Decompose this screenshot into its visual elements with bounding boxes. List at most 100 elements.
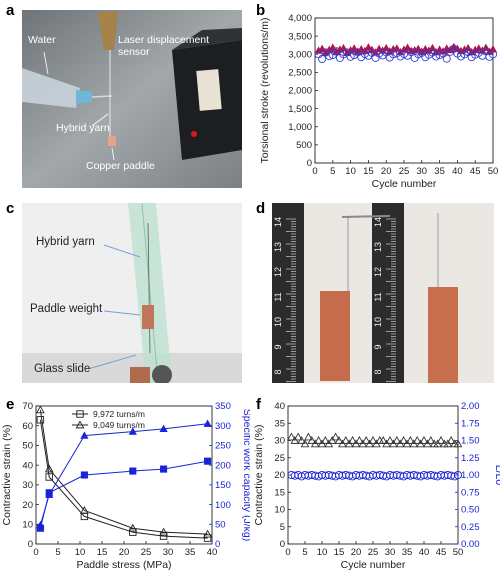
ruler-label: 12 xyxy=(373,267,383,277)
data-point xyxy=(300,439,310,448)
data-point xyxy=(331,432,340,441)
data-point xyxy=(453,439,463,448)
y-tick-label: 2,500 xyxy=(288,68,312,79)
clamp xyxy=(98,12,118,50)
x-tick-label: 5 xyxy=(55,547,60,558)
y-tick-label: 70 xyxy=(22,401,33,412)
y-tick-label: 0 xyxy=(280,539,285,550)
x-tick-label: 40 xyxy=(452,166,463,177)
x-tick-label: 35 xyxy=(402,547,413,558)
y-tick-label: 25 xyxy=(274,453,285,464)
data-point xyxy=(392,435,402,444)
ruler-label: 12 xyxy=(273,267,283,277)
data-point xyxy=(446,435,456,444)
series-1 xyxy=(287,470,463,481)
data-point xyxy=(325,52,334,61)
y2-tick-label: 0.25 xyxy=(461,522,480,533)
ruler-label: 9 xyxy=(273,344,283,349)
data-point xyxy=(435,50,444,60)
data-point xyxy=(204,457,212,465)
data-point xyxy=(488,44,498,53)
y2-tick-label: 0 xyxy=(215,539,220,550)
data-point xyxy=(361,435,371,444)
data-point xyxy=(364,43,373,51)
data-point xyxy=(399,435,408,444)
data-point xyxy=(129,528,137,536)
panel-letter-e: e xyxy=(6,396,15,413)
y2-tick-label: 1.75 xyxy=(461,418,480,429)
data-point xyxy=(426,435,436,444)
x-tick-label: 35 xyxy=(434,166,445,177)
data-point xyxy=(406,435,415,444)
label-hybrid-yarn-c: Hybrid yarn xyxy=(36,236,95,248)
data-point xyxy=(203,529,212,538)
y-tick-label: 30 xyxy=(274,436,285,447)
data-point xyxy=(80,471,88,479)
x-tick-label: 30 xyxy=(417,166,428,177)
data-point xyxy=(368,435,378,444)
data-point xyxy=(45,473,53,481)
y-tick-label: 35 xyxy=(274,418,285,429)
ruler-label: 10 xyxy=(273,317,283,327)
label-paddle-weight: Paddle weight xyxy=(30,303,103,315)
y2-tick-label: 250 xyxy=(215,441,231,452)
x-tick-label: 35 xyxy=(185,547,196,558)
data-point xyxy=(463,43,473,52)
data-point xyxy=(45,490,54,498)
x-tick-label: 0 xyxy=(285,547,290,558)
legend-label: 9,049 turns/m xyxy=(93,420,145,430)
x-tick-label: 40 xyxy=(419,547,430,558)
x-axis-label: Cycle number xyxy=(372,178,437,190)
y2-tick-label: 1.25 xyxy=(461,453,480,464)
y-tick-label: 2,000 xyxy=(288,86,312,97)
x-tick-label: 10 xyxy=(75,547,86,558)
ruler-right xyxy=(372,203,404,383)
x-tick-label: 5 xyxy=(330,166,335,177)
y2-tick-label: 2.00 xyxy=(461,401,480,412)
data-point xyxy=(36,520,45,529)
plot-frame xyxy=(314,17,494,164)
y-tick-label: 0 xyxy=(307,158,312,169)
y-tick-label: 10 xyxy=(274,505,285,516)
copper-paddle-right xyxy=(428,287,458,383)
y-tick-label: 50 xyxy=(22,441,33,452)
y-tick-label: 3,000 xyxy=(288,49,312,60)
chart-b-torsional-stroke: 0 5 10 15 20 25 30 35 40 45 5005001,0001,5002,0002… xyxy=(259,13,498,190)
ruler-label: 10 xyxy=(373,317,383,327)
legend-label: 9,972 turns/m xyxy=(93,409,145,419)
ruler-label: 8 xyxy=(373,369,383,374)
x-tick-label: 10 xyxy=(317,547,328,558)
data-point xyxy=(318,54,327,64)
data-point xyxy=(159,424,168,433)
y-tick-label: 20 xyxy=(274,470,285,481)
y-tick-label: 5 xyxy=(280,522,285,533)
ruler-label: 14 xyxy=(273,217,283,227)
y-tick-label: 0 xyxy=(28,539,33,550)
y-tick-label: 10 xyxy=(22,519,33,530)
data-point xyxy=(389,50,398,59)
x-tick-label: 15 xyxy=(363,166,374,177)
x-tick-label: 10 xyxy=(345,166,356,177)
label-water: Water xyxy=(28,34,56,46)
photo-a-illustration xyxy=(22,10,242,188)
paddle-weight xyxy=(142,305,154,329)
data-point xyxy=(160,465,168,473)
y2-tick-label: 0.00 xyxy=(461,539,480,550)
y-tick-label: 30 xyxy=(22,480,33,491)
series-0 xyxy=(287,432,463,448)
data-point xyxy=(80,431,89,439)
y-tick-label: 1,500 xyxy=(288,104,312,115)
data-point xyxy=(412,435,422,444)
y2-tick-label: 0.75 xyxy=(461,487,480,498)
data-point xyxy=(332,47,341,56)
data-point xyxy=(128,523,138,532)
legend-marker xyxy=(76,410,84,418)
ruler-label: 9 xyxy=(373,344,383,349)
chart-f-cycle-strain: 0 5 10 15 20 25 30 35 40 45 50 0 5 10 15 20 25 30 35 40 0.00… xyxy=(253,401,500,571)
x-tick-label: 45 xyxy=(470,166,481,177)
series-3 xyxy=(36,419,212,529)
x-tick-label: 20 xyxy=(381,166,392,177)
data-point xyxy=(348,435,357,444)
copper-paddle-left xyxy=(320,291,350,381)
chart-e-paddle-stress: 0 5 10 15 20 25 30 35 40010203040506070050100150… xyxy=(1,401,250,571)
